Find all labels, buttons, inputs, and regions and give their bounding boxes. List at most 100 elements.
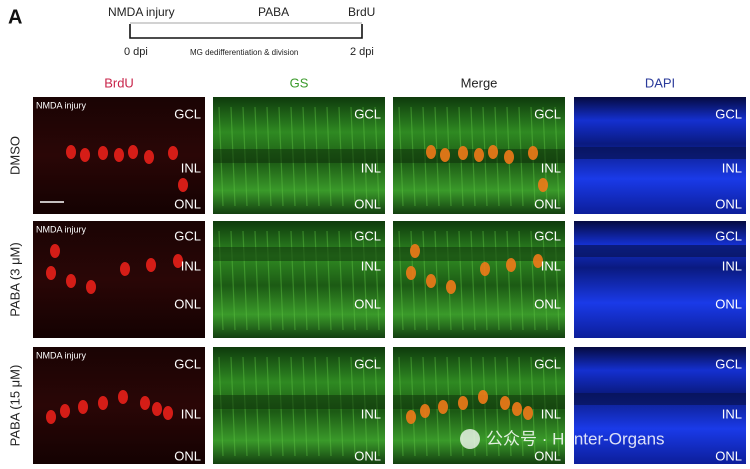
- layer-label: INL: [361, 258, 381, 273]
- cell: [114, 148, 124, 162]
- row-label: PABA (15 μM): [7, 365, 22, 447]
- column-header: Merge: [461, 75, 498, 90]
- cell: [538, 178, 548, 192]
- watermark-icon: [460, 429, 480, 449]
- cell: [78, 400, 88, 414]
- layer-band: [213, 395, 385, 409]
- cell: [500, 396, 510, 410]
- cell: [523, 406, 533, 420]
- cell: [120, 262, 130, 276]
- cell: [420, 404, 430, 418]
- cell: [163, 406, 173, 420]
- cell: [66, 145, 76, 159]
- micrograph: [33, 347, 205, 464]
- timeline-process: MG dedifferentiation & division: [190, 48, 298, 57]
- timeline-end-event: BrdU: [348, 5, 375, 19]
- cell: [60, 404, 70, 418]
- cell: [86, 280, 96, 294]
- timeline-start-event: NMDA injury: [108, 5, 175, 19]
- layer-label: ONL: [354, 448, 381, 463]
- layer-label: INL: [722, 406, 742, 421]
- layer-label: GCL: [715, 356, 742, 371]
- column-header: BrdU: [104, 75, 134, 90]
- layer-band: [393, 395, 565, 409]
- cell: [178, 178, 188, 192]
- cell: [440, 148, 450, 162]
- layer-label: GCL: [174, 106, 201, 121]
- layer-label: GCL: [354, 356, 381, 371]
- layer-band: [574, 393, 746, 405]
- cell: [504, 150, 514, 164]
- layer-label: ONL: [354, 196, 381, 211]
- timeline-start-time: 0 dpi: [124, 46, 148, 58]
- layer-label: GCL: [534, 228, 561, 243]
- layer-label: INL: [181, 406, 201, 421]
- cell: [488, 145, 498, 159]
- watermark: 公众号 · Hunter-Organs: [486, 429, 665, 448]
- layer-label: ONL: [715, 448, 742, 463]
- layer-label: ONL: [715, 296, 742, 311]
- cell: [426, 145, 436, 159]
- layer-label: GCL: [715, 228, 742, 243]
- cell: [98, 146, 108, 160]
- cell: [46, 266, 56, 280]
- timeline-treatment: PABA: [258, 5, 289, 19]
- micrograph: [33, 221, 205, 338]
- row-label: DMSO: [7, 136, 22, 175]
- cell: [173, 254, 183, 268]
- micrograph: [574, 221, 746, 338]
- layer-label: INL: [541, 406, 561, 421]
- micrograph: [574, 347, 746, 464]
- layer-label: INL: [181, 258, 201, 273]
- layer-label: ONL: [174, 296, 201, 311]
- panel-note: NMDA injury: [36, 224, 87, 234]
- panel-note: NMDA injury: [36, 350, 87, 360]
- layer-label: INL: [181, 160, 201, 175]
- cell: [140, 396, 150, 410]
- layer-band: [393, 247, 565, 261]
- cell: [474, 148, 484, 162]
- layer-band: [574, 245, 746, 257]
- cell: [66, 274, 76, 288]
- layer-label: GCL: [715, 106, 742, 121]
- cell: [144, 150, 154, 164]
- layer-label: ONL: [174, 196, 201, 211]
- layer-band: [213, 149, 385, 163]
- cell: [168, 146, 178, 160]
- layer-label: GCL: [174, 356, 201, 371]
- cell: [98, 396, 108, 410]
- layer-label: INL: [722, 258, 742, 273]
- cell: [480, 262, 490, 276]
- cell: [46, 410, 56, 424]
- layer-label: ONL: [534, 448, 561, 463]
- layer-label: GCL: [354, 106, 381, 121]
- cell: [458, 396, 468, 410]
- cell: [406, 410, 416, 424]
- timeline-bracket: [129, 24, 363, 39]
- layer-label: GCL: [354, 228, 381, 243]
- panel-note: NMDA injury: [36, 100, 87, 110]
- layer-label: INL: [361, 160, 381, 175]
- cell: [528, 146, 538, 160]
- cell: [152, 402, 162, 416]
- image-grid: BrdU GS Merge DAPI DMSO NMDA injury GCL INL ONL G…: [7, 75, 746, 464]
- layer-band: [574, 147, 746, 159]
- layer-label: INL: [361, 406, 381, 421]
- cell: [80, 148, 90, 162]
- layer-label: INL: [541, 160, 561, 175]
- cell: [406, 266, 416, 280]
- cell: [146, 258, 156, 272]
- layer-label: ONL: [534, 196, 561, 211]
- layer-band: [213, 247, 385, 261]
- cell: [533, 254, 543, 268]
- layer-label: INL: [541, 258, 561, 273]
- micrograph: [213, 221, 385, 338]
- cell: [50, 244, 60, 258]
- layer-label: INL: [722, 160, 742, 175]
- cell: [458, 146, 468, 160]
- cell: [512, 402, 522, 416]
- cell: [128, 145, 138, 159]
- row-label: PABA (3 μM): [7, 242, 22, 316]
- layer-label: ONL: [715, 196, 742, 211]
